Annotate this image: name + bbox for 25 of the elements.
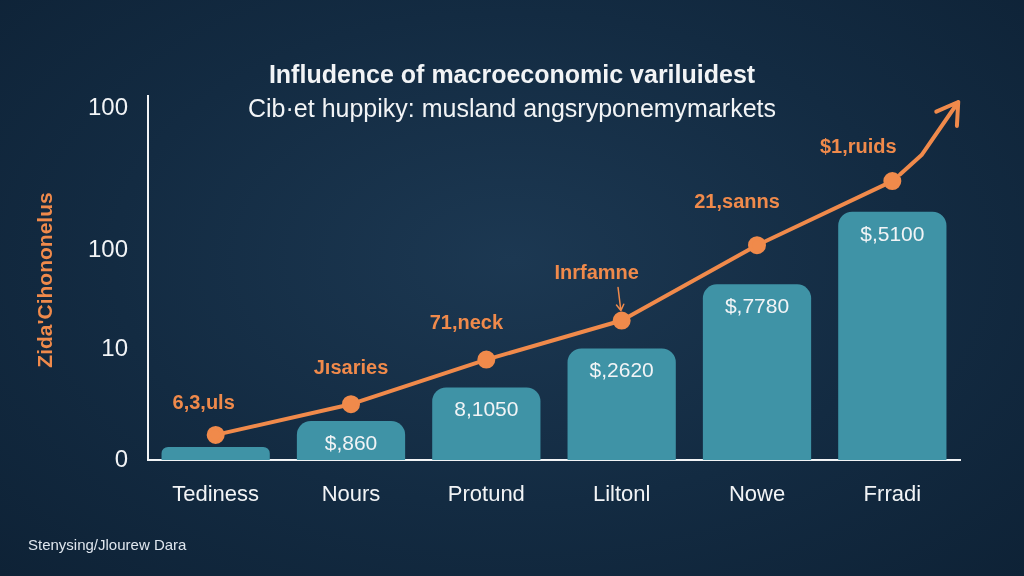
text: 100	[87, 92, 128, 120]
annotation: $,860	[324, 430, 378, 454]
annotation: $1,ruids	[819, 134, 897, 157]
x-tick-label: Protund	[447, 481, 525, 507]
chart-subtitle: Cib·et huppiky: musland angsryponemymarkets	[247, 93, 777, 122]
x-tick-label: Nowe	[728, 481, 786, 507]
x-tick-label: Nours	[321, 481, 381, 507]
annotation: 6,3,uls	[172, 391, 235, 414]
x-tick-label: Frradi	[863, 481, 922, 507]
text: Stenysing/Jlourew Dara	[28, 536, 188, 554]
annotation: $,5100	[860, 221, 925, 245]
annotation: 8,1050	[454, 397, 519, 421]
text: 100	[87, 234, 128, 262]
x-tick-label: Tediness	[172, 481, 260, 507]
annotation: $,2620	[589, 358, 654, 382]
annotation: $,7780	[724, 294, 790, 318]
annotation: 71,neck	[429, 311, 504, 334]
text: 0	[114, 444, 128, 472]
chart-title: Infludence of macroeconomic variluidest	[268, 59, 756, 88]
y-axis-title: Zida'Cihononelus	[32, 192, 56, 368]
text: 10	[101, 333, 128, 361]
x-tick-label: Liltonl	[592, 481, 651, 507]
annotation: Inrfamne	[554, 261, 639, 284]
annotation: Jısaries	[313, 355, 389, 378]
annotation: 21,sanns	[694, 189, 780, 212]
